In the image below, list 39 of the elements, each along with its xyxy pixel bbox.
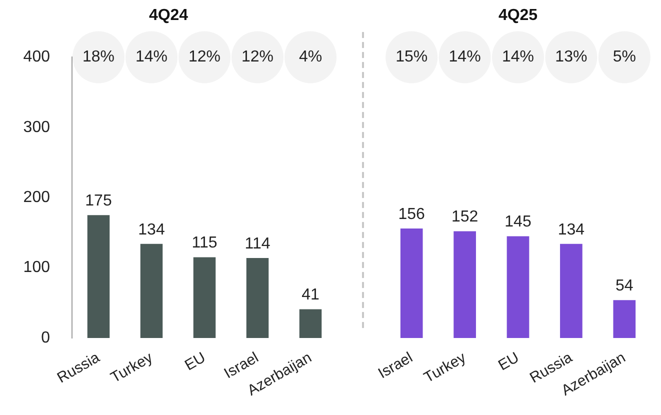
bar [454,231,476,338]
annotation: 14% [448,48,481,66]
bar [193,257,216,338]
data-label: 152 [451,208,478,226]
x-tick-label: EU [182,349,209,374]
bar [613,300,636,338]
annotation: 14% [502,48,534,66]
y-tick-label: 0 [41,329,50,346]
annotation: 4% [298,48,322,66]
annotation: 15% [396,48,428,66]
bar [506,236,530,338]
bar [246,258,269,338]
bar [299,309,322,338]
data-label: 145 [504,214,532,231]
x-tick-label: EU [496,349,522,374]
bar [560,244,582,338]
annotation: 12% [188,48,221,66]
data-label: 114 [244,235,270,252]
data-label: 156 [398,206,426,223]
data-label: 41 [302,286,320,304]
chart-title: 4Q24 [148,7,188,24]
annotation: 14% [135,48,168,66]
data-label: 175 [85,192,112,210]
annotation: 13% [555,48,588,66]
data-label: 54 [616,278,634,294]
y-tick-label: 200 [23,189,50,206]
annotation: 18% [82,48,115,66]
data-label: 134 [138,221,165,238]
y-tick-label: 400 [23,48,50,66]
chart-title: 4Q25 [498,7,538,24]
bar [400,228,423,338]
annotation: 12% [241,48,274,66]
data-label: 134 [558,221,585,238]
bar [87,215,110,338]
data-label: 115 [192,234,218,252]
annotation: 5% [612,48,636,66]
bar [140,244,163,338]
y-tick-label: 100 [23,259,50,276]
y-tick-label: 300 [23,118,50,136]
